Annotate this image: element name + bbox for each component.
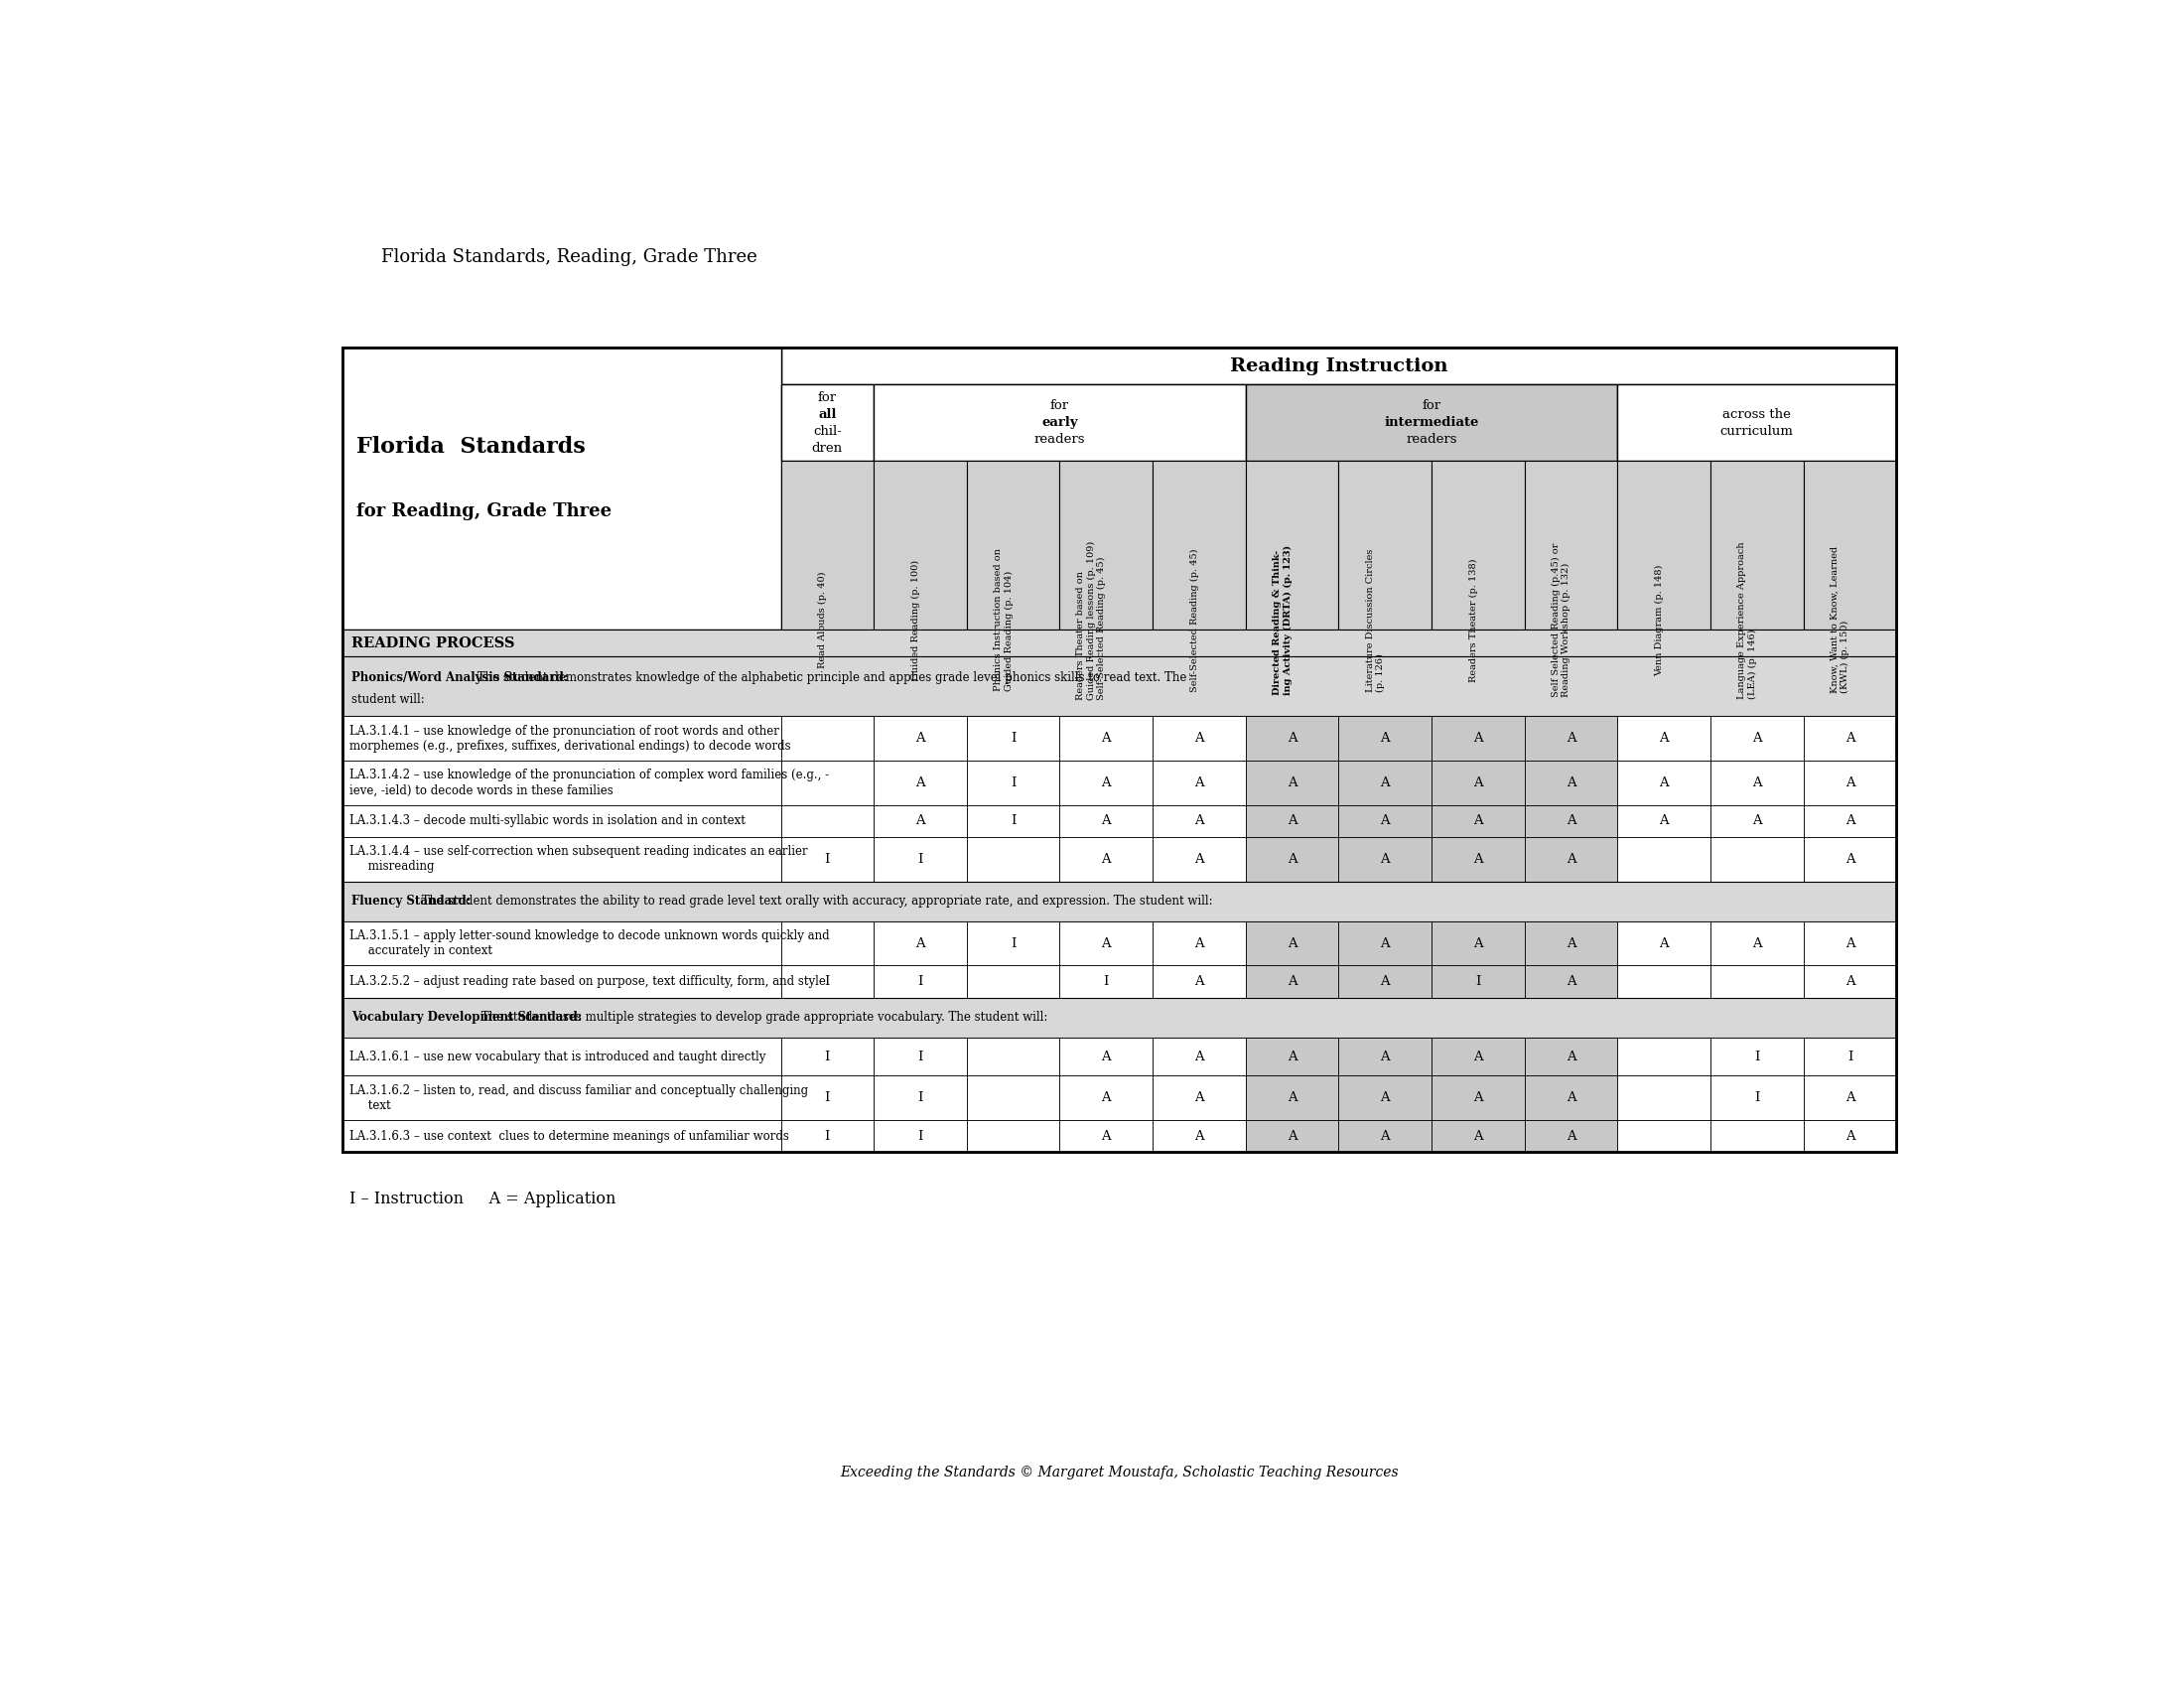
Bar	[782, 837, 874, 881]
Text: A: A	[1286, 815, 1297, 827]
Bar	[1804, 837, 1896, 881]
Bar	[874, 716, 968, 761]
Text: A: A	[1752, 815, 1762, 827]
Text: across the: across the	[1723, 408, 1791, 420]
Bar	[1804, 922, 1896, 966]
Bar	[1710, 1121, 1804, 1153]
Text: Readers Theater (p. 138): Readers Theater (p. 138)	[1470, 559, 1479, 682]
Bar	[1618, 716, 1710, 761]
Text: A: A	[1195, 1050, 1203, 1063]
Bar	[874, 761, 968, 805]
Bar	[343, 630, 1896, 657]
Bar	[1524, 922, 1618, 966]
Text: Phonics Instruction based on
Guided Reading (p. 104): Phonics Instruction based on Guided Read…	[994, 549, 1013, 692]
Bar	[1339, 805, 1431, 837]
Bar	[1618, 966, 1710, 998]
Bar	[1339, 922, 1431, 966]
Text: A: A	[1286, 852, 1297, 866]
Text: A: A	[1195, 1129, 1203, 1143]
Text: A: A	[1474, 937, 1483, 950]
Text: A: A	[1660, 937, 1669, 950]
Text: Reading Instruction: Reading Instruction	[1230, 358, 1448, 375]
Bar	[1524, 1038, 1618, 1075]
Bar	[1431, 837, 1524, 881]
Bar	[782, 805, 874, 837]
Bar	[1059, 461, 1153, 630]
Text: I: I	[1011, 776, 1016, 790]
Text: Guided Reading (p. 100): Guided Reading (p. 100)	[911, 560, 919, 680]
Bar	[1339, 716, 1431, 761]
Bar	[343, 348, 782, 630]
Text: A: A	[1566, 1050, 1577, 1063]
Bar	[343, 657, 1896, 716]
Text: A: A	[1660, 815, 1669, 827]
Bar	[1710, 761, 1804, 805]
Text: A: A	[1101, 937, 1112, 950]
Text: A: A	[1195, 733, 1203, 744]
Bar	[1618, 1038, 1710, 1075]
Text: A: A	[915, 815, 926, 827]
Text: Readers Theater based on
Guided Reading lessons (p. 109)
Self-Selected Reading (: Readers Theater based on Guided Reading …	[1077, 540, 1105, 699]
Text: LA.3.1.5.1 – apply letter-sound knowledge to decode unknown words quickly and
  : LA.3.1.5.1 – apply letter-sound knowledg…	[349, 930, 830, 957]
Text: A: A	[1566, 937, 1577, 950]
Bar	[1710, 966, 1804, 998]
Text: A: A	[1380, 937, 1389, 950]
Text: A: A	[915, 937, 926, 950]
Bar	[1804, 461, 1896, 630]
Bar	[1618, 922, 1710, 966]
Bar	[874, 1075, 968, 1121]
Bar	[343, 837, 782, 881]
Bar	[782, 922, 874, 966]
Text: A: A	[1752, 733, 1762, 744]
Bar	[874, 1038, 968, 1075]
Text: A: A	[1380, 1092, 1389, 1104]
Bar	[1710, 1038, 1804, 1075]
Text: A: A	[1845, 815, 1854, 827]
Text: A: A	[1286, 937, 1297, 950]
Text: A: A	[1474, 1050, 1483, 1063]
Bar	[1804, 761, 1896, 805]
Bar	[1524, 837, 1618, 881]
Text: A: A	[1845, 733, 1854, 744]
Bar	[1804, 1075, 1896, 1121]
Text: intermediate: intermediate	[1385, 417, 1479, 429]
Text: A: A	[1660, 776, 1669, 790]
Text: A: A	[1380, 815, 1389, 827]
Bar	[1059, 716, 1153, 761]
Bar	[874, 461, 968, 630]
Text: A: A	[1566, 733, 1577, 744]
Bar	[343, 922, 782, 966]
Text: A: A	[1380, 733, 1389, 744]
Bar	[1524, 761, 1618, 805]
Text: A: A	[1286, 976, 1297, 987]
Text: early: early	[1042, 417, 1079, 429]
Text: student will:: student will:	[352, 694, 424, 706]
Text: I: I	[826, 852, 830, 866]
Text: A: A	[1474, 1129, 1483, 1143]
Bar	[968, 837, 1059, 881]
Text: A: A	[1474, 1092, 1483, 1104]
Bar	[874, 385, 1245, 461]
Bar	[1804, 805, 1896, 837]
Bar	[1059, 805, 1153, 837]
Bar	[343, 998, 1896, 1038]
Bar	[1524, 805, 1618, 837]
Bar	[1804, 1121, 1896, 1153]
Text: I: I	[1103, 976, 1109, 987]
Bar	[1245, 1038, 1339, 1075]
Text: for Reading, Grade Three: for Reading, Grade Three	[356, 503, 612, 520]
Text: I: I	[1011, 815, 1016, 827]
Bar	[874, 966, 968, 998]
Text: Read Alouds (p. 40): Read Alouds (p. 40)	[819, 572, 828, 668]
Text: READING PROCESS: READING PROCESS	[352, 636, 515, 650]
Text: Know, Want to Know, Learned
(KWL) (p. 150): Know, Want to Know, Learned (KWL) (p. 15…	[1830, 547, 1850, 694]
Text: A: A	[1474, 815, 1483, 827]
Text: Fluency Standard:: Fluency Standard:	[352, 895, 472, 908]
Text: A: A	[1380, 1129, 1389, 1143]
Text: Self Selected Reading (p.45) or
Reading Workshop (p. 132): Self Selected Reading (p.45) or Reading …	[1551, 544, 1570, 697]
Bar	[1059, 1121, 1153, 1153]
Text: LA.3.1.6.1 – use new vocabulary that is introduced and taught directly: LA.3.1.6.1 – use new vocabulary that is …	[349, 1050, 767, 1063]
Bar	[343, 966, 782, 998]
Bar	[1245, 1121, 1339, 1153]
Bar	[874, 1121, 968, 1153]
